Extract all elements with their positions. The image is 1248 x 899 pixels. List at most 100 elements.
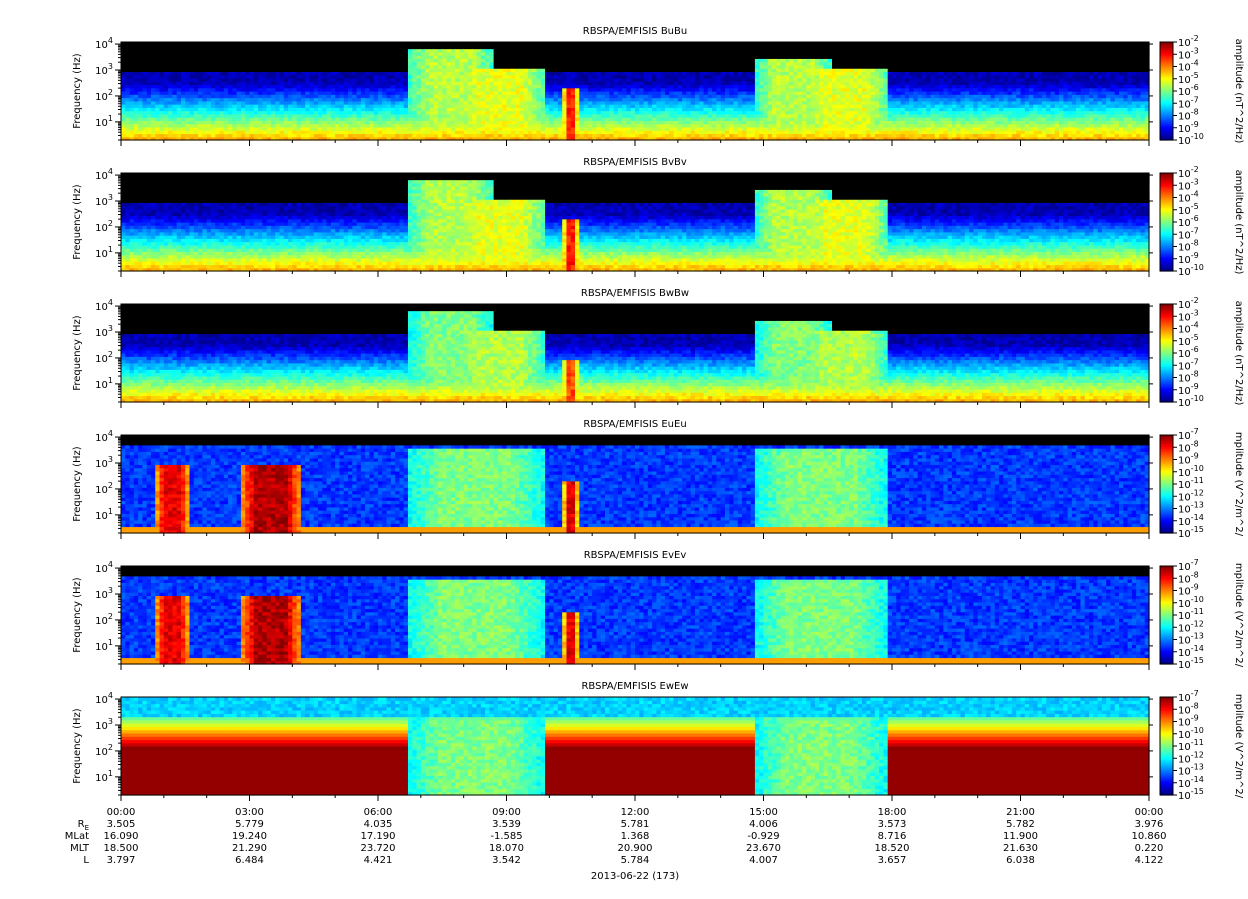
y-tick-label: 101 (95, 245, 113, 260)
colorbar-label: mplitude (V^2/m^2/ (1233, 694, 1244, 799)
y-axis-label: Frequency (Hz) (72, 184, 83, 260)
date-label: 2013-06-22 (173) (591, 871, 679, 882)
ephemeris-value: 4.421 (364, 855, 393, 866)
panel-title: RBSPA/EMFISIS BvBv (583, 157, 687, 168)
ephemeris-table: RE 3.505 5.779 4.035 3.539 5.781 4.006 3.573 5.7… (65, 819, 1167, 866)
colorbar: 10-710-810-910-1010-1110-1210-1310-1410-… (1160, 427, 1244, 540)
y-axis-label: Frequency (Hz) (72, 708, 83, 784)
y-tick-label: 103 (95, 586, 113, 601)
y-tick-label: 102 (95, 219, 113, 234)
y-tick-label: 103 (95, 324, 113, 339)
y-tick-label: 102 (95, 743, 113, 758)
colorbar-label: amplitude (nT^2/Hz) (1233, 39, 1244, 144)
colorbar-label: amplitude (nT^2/Hz) (1233, 301, 1244, 406)
ephemeris-value: 4.006 (749, 819, 778, 830)
y-tick-label: 101 (95, 769, 113, 784)
ephemeris-value: 4.035 (364, 819, 393, 830)
ephemeris-value: 18.070 (489, 843, 524, 854)
colorbar-label: mplitude (V^2/m^2/ (1233, 563, 1244, 668)
ephemeris-value: 8.716 (878, 831, 907, 842)
y-axis-label: Frequency (Hz) (72, 315, 83, 391)
panel-title: RBSPA/EMFISIS EvEv (584, 550, 687, 561)
ephemeris-value: 5.784 (621, 855, 650, 866)
x-tick-label: 00:00 (1135, 807, 1164, 818)
y-tick-label: 101 (95, 114, 113, 129)
y-tick-label: 104 (95, 36, 113, 51)
ephemeris-value: 4.122 (1135, 855, 1164, 866)
ephemeris-value: -1.585 (490, 831, 522, 842)
y-tick-label: 103 (95, 717, 113, 732)
ephemeris-value: 10.860 (1132, 831, 1167, 842)
y-tick-label: 104 (95, 691, 113, 706)
ephemeris-value: 21.630 (1003, 843, 1038, 854)
colorbar-label: amplitude (nT^2/Hz) (1233, 170, 1244, 275)
ephemeris-value: 19.240 (232, 831, 267, 842)
x-tick-label: 18:00 (878, 807, 907, 818)
y-axis-label: Frequency (Hz) (72, 446, 83, 522)
heatmap-cells (121, 173, 1150, 272)
ephemeris-value: 6.038 (1006, 855, 1035, 866)
x-tick-label: 12:00 (621, 807, 650, 818)
panel-5: RBSPA/EMFISIS EvEv 101 102 103 104 Frequency … (72, 550, 1244, 671)
panel-2: RBSPA/EMFISIS BvBv101102103104Frequency … (72, 157, 1244, 278)
y-tick-label: 104 (95, 167, 113, 182)
y-tick-label: 104 (95, 429, 113, 444)
ephemeris-value: 18.500 (104, 843, 139, 854)
heatmap-cells (121, 435, 1150, 534)
ephemeris-value: -0.929 (747, 831, 779, 842)
ephemeris-value: 5.779 (235, 819, 264, 830)
ephemeris-value: 3.505 (107, 819, 136, 830)
ephemeris-value: 4.007 (749, 855, 778, 866)
y-tick-label: 103 (95, 62, 113, 77)
ephemeris-value: 3.976 (1135, 819, 1164, 830)
ephemeris-value: 3.573 (878, 819, 907, 830)
y-tick-label: 102 (95, 350, 113, 365)
ephemeris-row-label: MLT (70, 843, 90, 854)
x-tick-label: 00:00 (107, 807, 136, 818)
colorbar: 10-710-810-910-1010-1110-1210-1310-1410-… (1160, 689, 1244, 802)
y-tick-label: 103 (95, 455, 113, 470)
panel-4: RBSPA/EMFISIS EuEu101102103104Frequency … (72, 419, 1244, 540)
colorbar-label: mplitude (V^2/m^2/ (1233, 432, 1244, 537)
ephemeris-value: 23.720 (361, 843, 396, 854)
y-tick-label: 102 (95, 612, 113, 627)
y-tick-label: 104 (95, 560, 113, 575)
ephemeris-value: 20.900 (618, 843, 653, 854)
ephemeris-value: 3.539 (492, 819, 521, 830)
panel-title: RBSPA/EMFISIS BwBw (581, 288, 689, 299)
ephemeris-row-label: L (83, 855, 89, 866)
y-tick-label: 102 (95, 481, 113, 496)
ephemeris-value: 11.900 (1003, 831, 1038, 842)
panel-1: RBSPA/EMFISIS BuBu 101 102 103 104 Frequency … (72, 26, 1244, 147)
y-axis-label: Frequency (Hz) (72, 577, 83, 653)
ephemeris-value: 21.290 (232, 843, 267, 854)
panel-title: RBSPA/EMFISIS EwEw (581, 681, 688, 692)
y-tick-label: 102 (95, 88, 113, 103)
colorbar: 10-210-310-410-510-610-710-810-910-10 amp… (1160, 165, 1244, 278)
ephemeris-value: 17.190 (361, 831, 396, 842)
ephemeris-value: 3.657 (878, 855, 907, 866)
colorbar: 10-210-310-410-510-610-710-810-910-10 amp… (1160, 296, 1244, 409)
panel-title: RBSPA/EMFISIS EuEu (583, 419, 686, 430)
y-axis-label: Frequency (Hz) (72, 53, 83, 129)
y-tick-label: 101 (95, 638, 113, 653)
heatmap-cells (121, 42, 1150, 141)
colorbar: 10-710-810-910-1010-1110-1210-1310-1410-… (1160, 558, 1244, 671)
x-tick-label: 03:00 (235, 807, 264, 818)
x-tick-label: 15:00 (749, 807, 778, 818)
heatmap-cells (121, 566, 1150, 665)
x-axis: 00:00 03:00 06:00 09:00 12:00 15:00 18:00 21:00… (107, 807, 1164, 818)
ephemeris-value: 18.520 (875, 843, 910, 854)
x-tick-label: 09:00 (492, 807, 521, 818)
heatmap-cells (121, 304, 1150, 403)
ephemeris-value: 5.782 (1006, 819, 1035, 830)
y-tick-label: 104 (95, 298, 113, 313)
ephemeris-value: 0.220 (1135, 843, 1164, 854)
panel-title: RBSPA/EMFISIS BuBu (583, 26, 687, 37)
ephemeris-value: 23.670 (746, 843, 781, 854)
panel-6: RBSPA/EMFISIS EwEw 101 102 103 104 Frequency … (72, 681, 1244, 802)
ephemeris-value: 5.781 (621, 819, 650, 830)
panel-3: RBSPA/EMFISIS BwBw101102103104Frequency … (72, 288, 1244, 409)
ephemeris-value: 3.797 (107, 855, 136, 866)
ephemeris-value: 6.484 (235, 855, 264, 866)
